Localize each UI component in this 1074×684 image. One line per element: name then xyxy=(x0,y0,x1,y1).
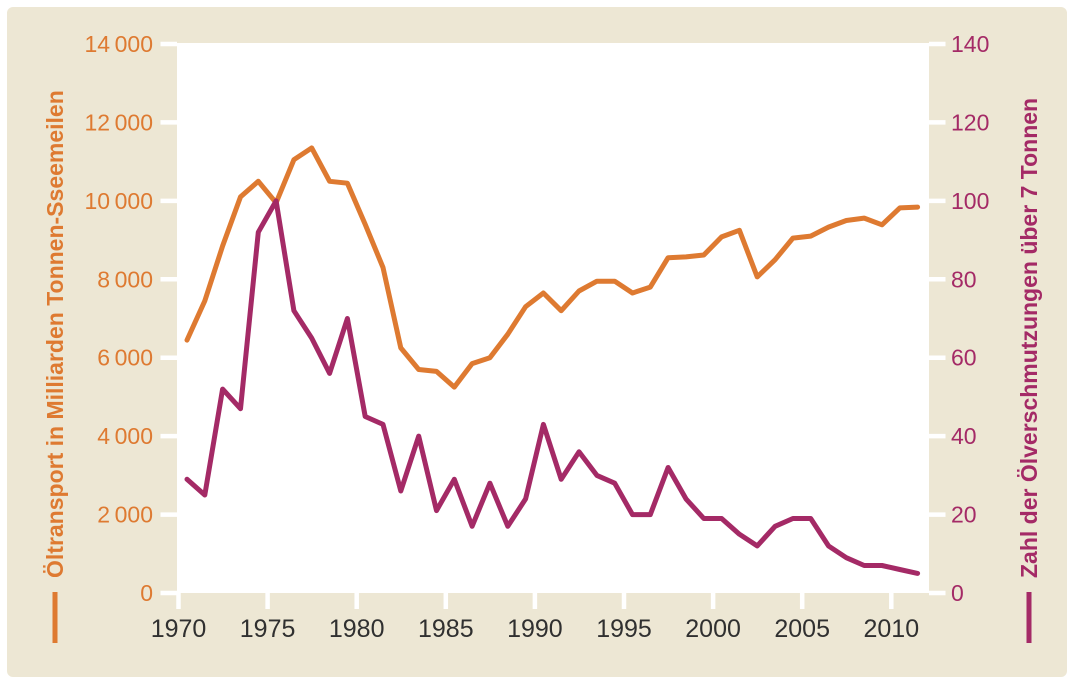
right-axis-tick-label: 0 xyxy=(951,580,964,606)
x-axis-tick-label: 1975 xyxy=(240,615,296,643)
right-axis-tick-label: 20 xyxy=(951,502,977,528)
left-axis-tick-label: 2 000 xyxy=(97,502,153,528)
right-axis-tick-label: 140 xyxy=(951,31,989,57)
axis-ticks xyxy=(160,41,946,609)
plot-area xyxy=(177,43,929,593)
right-axis-tick-label: 40 xyxy=(951,423,977,449)
x-axis-tick-label: 2010 xyxy=(863,615,919,643)
left-axis-tick-label: 14 000 xyxy=(84,31,153,57)
x-axis-tick-label: 1990 xyxy=(507,615,563,643)
right-axis-tick-label: 100 xyxy=(951,188,989,214)
x-axis-tick-label: 2005 xyxy=(774,615,830,643)
right-axis-tick-label: 80 xyxy=(951,266,977,292)
x-axis-tick-label: 2000 xyxy=(685,615,741,643)
data-series xyxy=(184,145,921,576)
left-axis-tick-label: 10 000 xyxy=(84,188,153,214)
right-axis-tick-label: 120 xyxy=(951,109,989,135)
left-axis-tick-label: 6 000 xyxy=(97,345,153,371)
left-axis-tick-label: 12 000 xyxy=(84,109,153,135)
x-axis-tick-label: 1970 xyxy=(151,615,207,643)
axis-tick-labels: 0 2 000 4 000 6 000 8 000 10 000 12 000 14 000 0… xyxy=(84,31,989,643)
x-axis-tick-label: 1980 xyxy=(329,615,385,643)
left-axis-tick-label: 4 000 xyxy=(97,423,153,449)
x-axis-tick-label: 1985 xyxy=(418,615,474,643)
left-axis-tick-label: 8 000 xyxy=(97,266,153,292)
right-axis-tick-label: 60 xyxy=(951,345,977,371)
oil-spills-line xyxy=(184,198,921,576)
right-axis-label: Zahl der Ölverschmutzungen über 7 Tonnen xyxy=(1016,98,1042,578)
left-axis-tick-label: 0 xyxy=(140,580,153,606)
left-axis-label: Öltransport in Milliarden Tonnen-Sseemei… xyxy=(42,90,68,578)
oil-transport-line xyxy=(184,145,921,390)
x-axis-tick-label: 1995 xyxy=(596,615,652,643)
